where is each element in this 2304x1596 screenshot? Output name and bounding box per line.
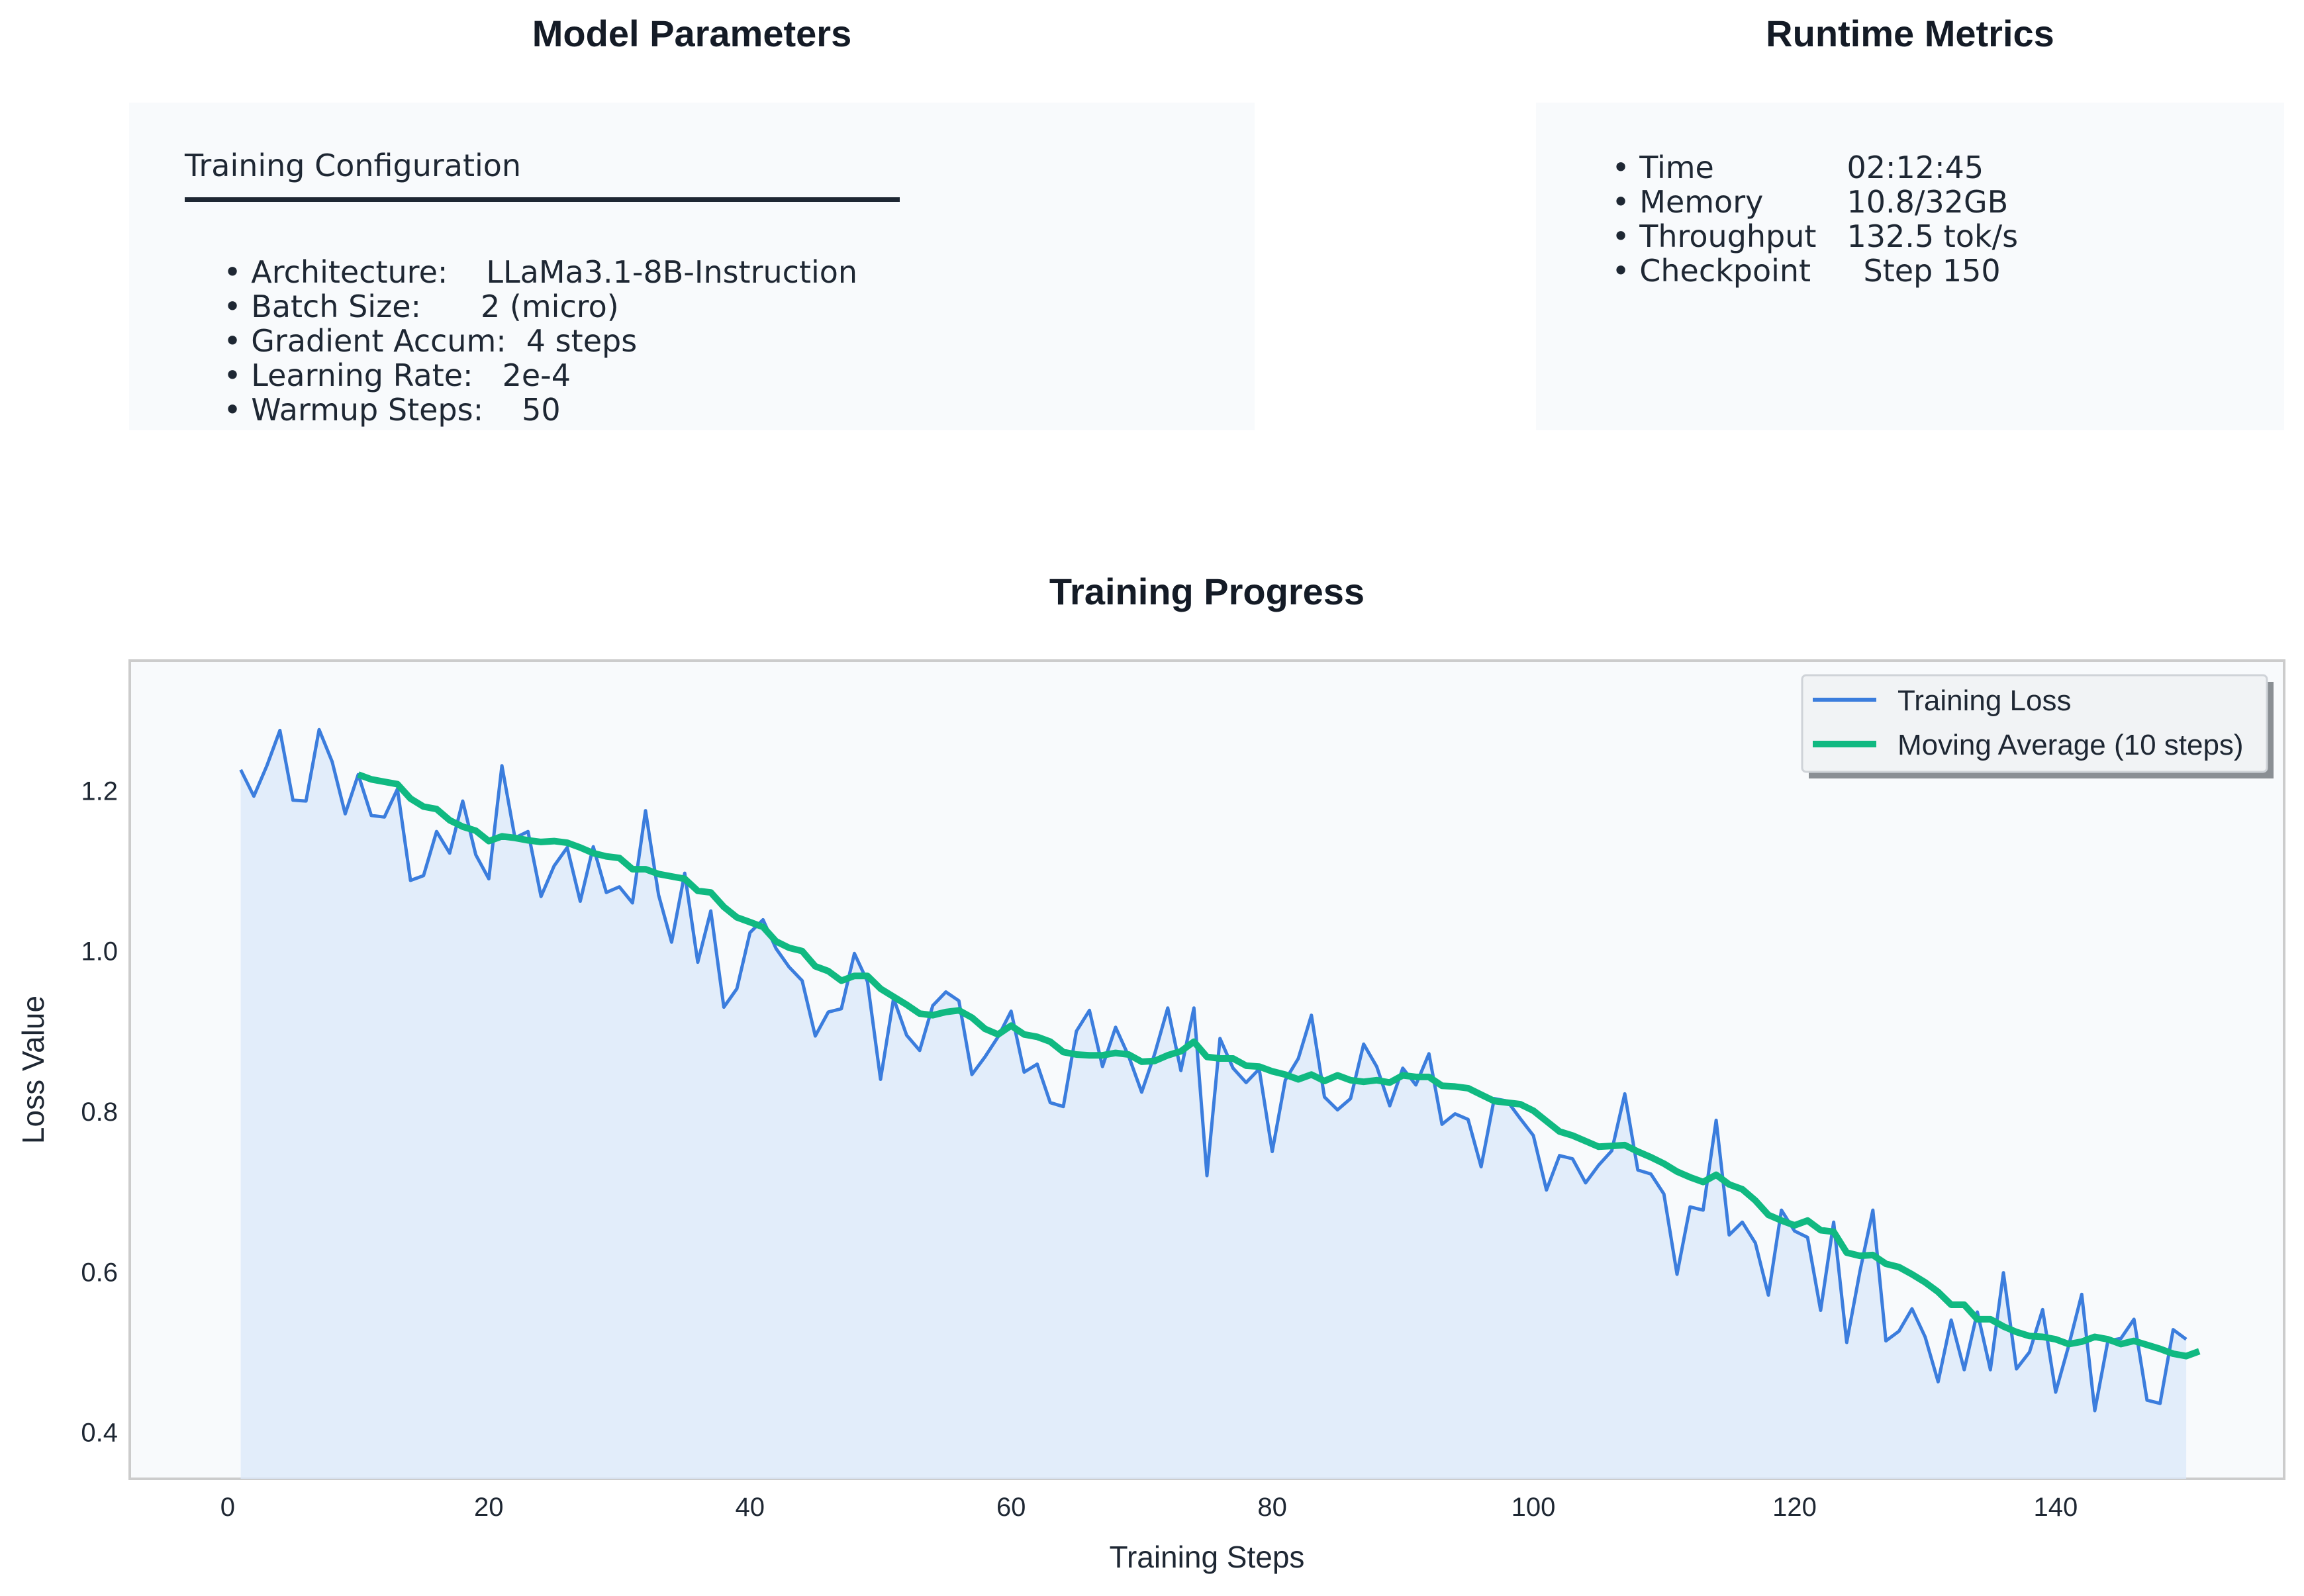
param-warmup-steps: • Warmup Steps: 50 (185, 358, 561, 461)
x-tick-label: 80 (1257, 1493, 1287, 1522)
x-tick-label: 140 (2034, 1493, 2078, 1522)
y-tick-label: 1.0 (81, 937, 118, 966)
param-label: • Architecture: (223, 254, 448, 290)
x-tick-label: 40 (736, 1493, 765, 1522)
param-batch-size: • Batch Size: 2 (micro) (185, 255, 619, 358)
chart-title: Training Progress (1049, 571, 1365, 612)
y-tick-label: 0.8 (81, 1098, 118, 1127)
x-tick-label: 100 (1512, 1493, 1556, 1522)
metric-throughput: • Throughput 132.5 tok/s (1573, 185, 2019, 288)
training-configuration-title: Training Configuration (185, 148, 522, 183)
param-value: LLaMa3.1-8B-Instruction (486, 254, 858, 290)
x-tick-label: 60 (996, 1493, 1026, 1522)
param-label: • Batch Size: (223, 289, 422, 324)
training-loss-line (239, 728, 2187, 1413)
metric-value: Step 150 (1863, 253, 2001, 289)
x-axis-label: Training Steps (1110, 1540, 1305, 1574)
metric-label: • Checkpoint (1611, 253, 1811, 289)
runtime-metrics-heading: Runtime Metrics (1766, 13, 2054, 54)
metric-memory: • Memory 10.8/32GB (1573, 150, 2009, 254)
param-label: • Gradient Accum: (223, 323, 506, 359)
metric-value: 02:12:45 (1847, 150, 1984, 185)
param-label: • Learning Rate: (223, 357, 473, 393)
chart-legend: Training Loss Moving Average (10 steps) (1801, 674, 2274, 778)
x-tick-label: 20 (474, 1493, 504, 1522)
model-parameters-panel: Training Configuration • Architecture: LL… (129, 103, 1255, 430)
metric-value: 132.5 tok/s (1847, 218, 2019, 254)
metric-label: • Time (1611, 150, 1714, 185)
metric-value: 10.8/32GB (1847, 184, 2009, 220)
metric-label: • Memory (1611, 184, 1764, 220)
legend-box (1801, 674, 2268, 773)
param-value: 4 steps (526, 323, 638, 359)
param-gradient-accum: • Gradient Accum: 4 steps (185, 289, 638, 393)
param-label: • Warmup Steps: (223, 392, 484, 428)
y-tick-label: 0.6 (81, 1258, 118, 1287)
x-tick-label: 120 (1772, 1493, 1817, 1522)
x-tick-label: 0 (220, 1493, 235, 1522)
y-tick-label: 1.2 (81, 776, 118, 806)
model-parameters-heading: Model Parameters (532, 13, 852, 54)
legend-label-moving-average: Moving Average (10 steps) (1897, 729, 2244, 761)
training-loss-area (240, 729, 2187, 1479)
metric-checkpoint: • Checkpoint Step 150 (1573, 219, 2001, 322)
moving-average-line (357, 771, 2201, 1360)
runtime-metrics-panel: • Time 02:12:45 • Memory 10.8/32GB • Throu… (1536, 103, 2284, 430)
legend-label-training-loss: Training Loss (1897, 684, 2072, 717)
metric-time: • Time 02:12:45 (1573, 116, 1984, 219)
param-learning-rate: • Learning Rate: 2e-4 (185, 324, 571, 427)
param-architecture: • Architecture: LLaMa3.1-8B-Instruction (185, 220, 858, 324)
param-value: 50 (522, 392, 561, 428)
title-divider (185, 197, 900, 202)
metric-label: • Throughput (1611, 218, 1817, 254)
y-tick-label: 0.4 (81, 1419, 118, 1448)
param-value: 2e-4 (502, 357, 571, 393)
param-value: 2 (micro) (481, 289, 619, 324)
y-axis-label: Loss Value (16, 996, 50, 1144)
